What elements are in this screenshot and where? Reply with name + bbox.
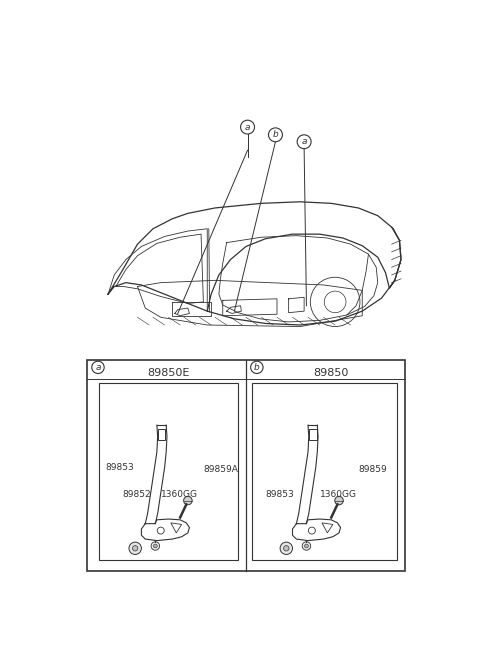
Text: 89859A: 89859A (204, 465, 238, 474)
Circle shape (280, 542, 292, 555)
Circle shape (129, 542, 142, 555)
Bar (157, 429, 166, 440)
Bar (99, 383, 238, 560)
Circle shape (151, 542, 159, 550)
Text: 1360GG: 1360GG (320, 490, 357, 499)
Circle shape (308, 527, 315, 534)
Text: b: b (273, 130, 278, 140)
Text: 89850E: 89850E (147, 367, 190, 378)
Circle shape (335, 496, 343, 505)
Text: b: b (254, 363, 260, 372)
Circle shape (302, 542, 311, 550)
Text: 89859: 89859 (359, 465, 387, 474)
Bar (87, 360, 405, 571)
Circle shape (132, 546, 138, 551)
Circle shape (92, 361, 104, 373)
Text: 89852: 89852 (122, 490, 151, 499)
Text: 1360GG: 1360GG (161, 490, 198, 499)
Circle shape (240, 120, 254, 134)
Text: 89850: 89850 (313, 367, 349, 378)
Circle shape (184, 496, 192, 505)
Text: a: a (301, 138, 307, 146)
Polygon shape (171, 523, 181, 533)
Circle shape (304, 544, 308, 548)
Circle shape (297, 135, 311, 149)
Bar (309, 429, 316, 440)
Circle shape (284, 546, 289, 551)
Circle shape (154, 544, 157, 548)
Bar (252, 383, 397, 560)
Text: a: a (95, 363, 101, 372)
Text: 89853: 89853 (265, 490, 294, 499)
Polygon shape (322, 523, 333, 533)
Circle shape (251, 361, 263, 373)
Text: 89853: 89853 (105, 463, 134, 472)
Circle shape (157, 527, 164, 534)
Text: a: a (245, 122, 250, 132)
Circle shape (268, 128, 282, 141)
